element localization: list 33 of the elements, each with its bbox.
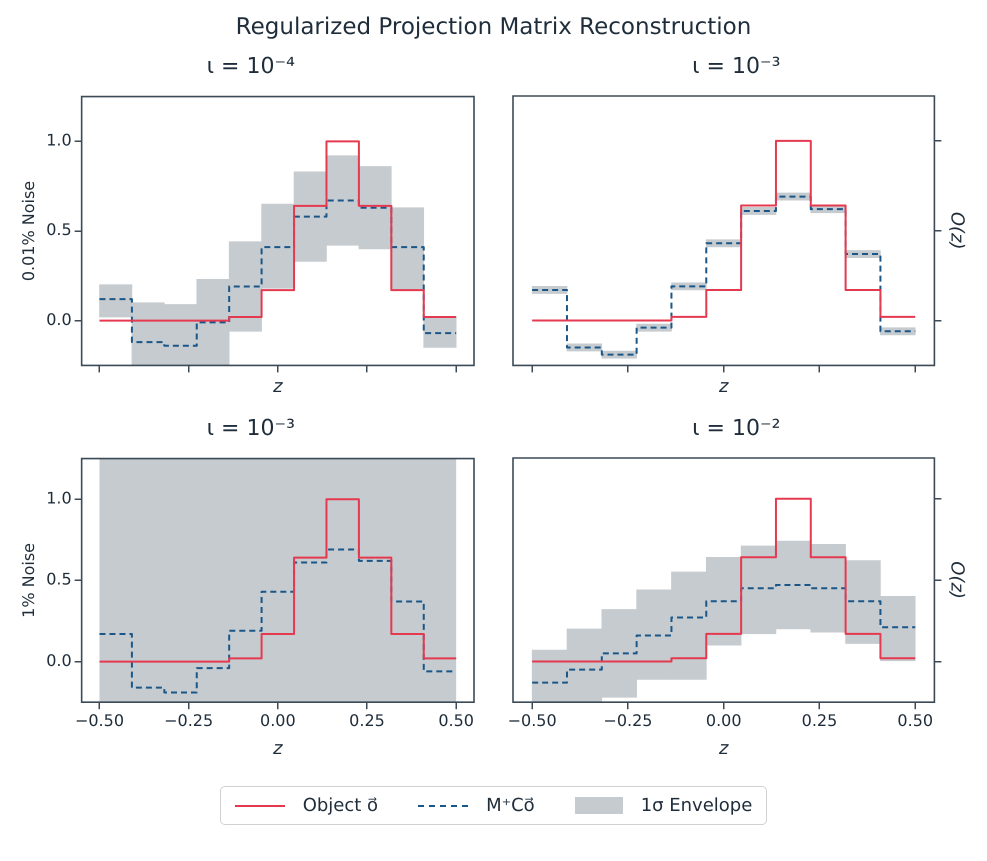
chart-title: ι = 10⁻³ xyxy=(206,416,295,443)
x-tick-label: −0.50 xyxy=(74,710,124,730)
x-tick-label: 0.00 xyxy=(260,710,296,730)
x-axis-title: z xyxy=(272,738,283,759)
bar xyxy=(423,316,456,348)
y-tick-label: 0.5 xyxy=(46,570,72,589)
legend-label: M⁺Co⃗ xyxy=(486,795,535,816)
y-tick-label: 1.0 xyxy=(46,130,72,150)
y-tick-label: 0.0 xyxy=(46,650,72,670)
y-axis-title: 0.01% Noise xyxy=(18,180,38,282)
x-tick-label: −0.25 xyxy=(164,710,213,730)
x-tick-label: 0.50 xyxy=(438,710,474,730)
y-tick-label: 0.5 xyxy=(46,220,72,240)
x-tick-label: 0.00 xyxy=(706,710,742,730)
chart-title: ι = 10⁻⁴ xyxy=(206,54,295,81)
y-axis-title: O(z) xyxy=(946,561,968,599)
x-tick-label: 0.50 xyxy=(898,710,934,730)
chart-title: ι = 10⁻² xyxy=(692,416,780,443)
x-tick-label: −0.50 xyxy=(508,710,557,730)
x-tick-label: −0.25 xyxy=(604,710,653,730)
legend-label: Object o⃗ xyxy=(302,795,378,816)
x-tick-label: 0.25 xyxy=(348,710,385,730)
y-tick-label: 1.0 xyxy=(46,488,72,508)
x-axis-title: z xyxy=(718,376,730,397)
chart-title: ι = 10⁻³ xyxy=(692,54,780,81)
y-axis-title: O(z) xyxy=(946,212,968,250)
text: Regularized Projection Matrix Reconstruction xyxy=(234,14,752,40)
legend-label: 1σ Envelope xyxy=(640,795,752,816)
y-axis-title: 1% Noise xyxy=(18,542,38,618)
y-tick-label: 0.0 xyxy=(46,310,72,329)
x-axis-title: z xyxy=(272,376,283,397)
x-axis-title: z xyxy=(718,738,730,759)
x-tick-label: 0.25 xyxy=(802,710,838,730)
